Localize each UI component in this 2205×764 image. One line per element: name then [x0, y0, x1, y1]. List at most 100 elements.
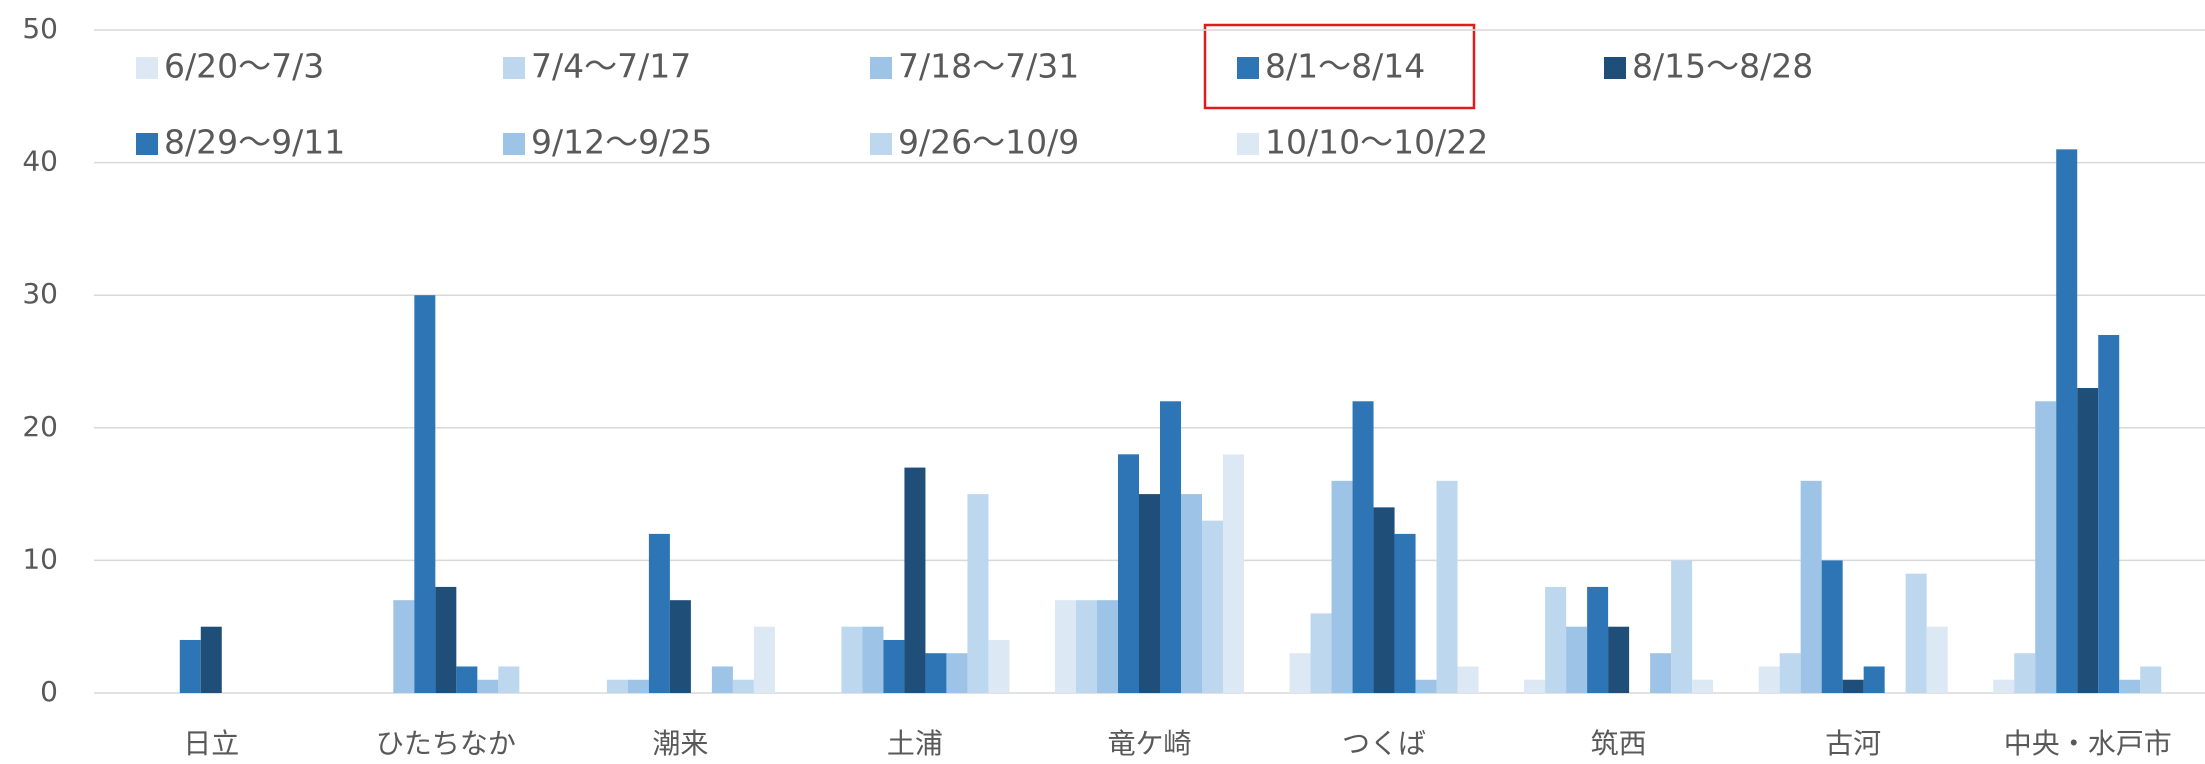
bar	[477, 679, 499, 693]
bar	[1863, 666, 1885, 693]
bar	[393, 600, 415, 693]
bar	[1310, 613, 1332, 693]
bar	[1926, 626, 1948, 693]
bar	[711, 666, 733, 693]
legend-swatch	[136, 133, 158, 155]
x-tick-label: 筑西	[1591, 727, 1647, 760]
bar	[1139, 494, 1160, 693]
bar	[200, 626, 222, 693]
bar	[2014, 653, 2036, 693]
bar	[1800, 480, 1822, 693]
x-tick-label: つくば	[1342, 727, 1426, 760]
y-tick-label: 40	[22, 145, 58, 178]
bar	[648, 533, 670, 693]
bar	[414, 295, 436, 693]
bar	[1223, 454, 1244, 693]
x-tick-label: 土浦	[887, 727, 943, 760]
bar	[498, 666, 520, 693]
legend-label: 10/10〜10/22	[1265, 123, 1488, 162]
bar	[1202, 520, 1223, 693]
bar	[1587, 586, 1609, 693]
legend-swatch	[1237, 133, 1259, 155]
bar	[2056, 149, 2078, 694]
bar	[2077, 388, 2099, 693]
legend-swatch	[870, 133, 892, 155]
legend-label: 9/12〜9/25	[531, 123, 712, 162]
bar	[1692, 679, 1714, 693]
y-tick-label: 30	[22, 277, 58, 310]
y-tick-label: 0	[40, 675, 58, 708]
bar	[1415, 679, 1437, 693]
legend-swatch	[136, 57, 158, 79]
legend-label: 7/4〜7/17	[531, 47, 691, 86]
bar	[1566, 626, 1588, 693]
legend-label: 8/1〜8/14	[1265, 47, 1425, 86]
bar	[904, 467, 926, 693]
bar	[627, 679, 649, 693]
bar	[1118, 454, 1139, 693]
bar	[1373, 507, 1395, 693]
bar	[2140, 666, 2162, 693]
bar	[1457, 666, 1479, 693]
bar	[1650, 653, 1672, 693]
bar	[1289, 653, 1311, 693]
bar	[967, 494, 989, 693]
legend-swatch	[503, 133, 525, 155]
bar	[1779, 653, 1801, 693]
bar	[2119, 679, 2141, 693]
bar	[2035, 401, 2057, 693]
bar	[1436, 480, 1458, 693]
bar	[1821, 560, 1843, 693]
bar	[2098, 334, 2120, 693]
bar	[1331, 480, 1353, 693]
legend-swatch	[870, 57, 892, 79]
bar	[946, 653, 968, 693]
legend-label: 9/26〜10/9	[898, 123, 1079, 162]
legend-swatch	[503, 57, 525, 79]
x-tick-label: 中央・水戸市	[2004, 727, 2172, 760]
bar	[1097, 600, 1118, 693]
x-tick-label: 古河	[1825, 727, 1881, 760]
bar	[883, 639, 905, 693]
bar	[1758, 666, 1780, 693]
bar	[1394, 533, 1416, 693]
bar	[841, 626, 863, 693]
bar	[1905, 573, 1927, 693]
bar	[988, 639, 1010, 693]
x-tick-label: 竜ケ崎	[1107, 727, 1191, 760]
bar	[1993, 679, 2015, 693]
y-tick-label: 10	[22, 542, 58, 575]
bar	[606, 679, 628, 693]
y-tick-label: 50	[22, 12, 58, 45]
bar	[1352, 401, 1374, 693]
bar	[456, 666, 478, 693]
x-tick-label: 潮来	[652, 727, 708, 760]
legend-swatch	[1237, 57, 1259, 79]
bar	[1671, 560, 1693, 693]
bar	[1055, 600, 1076, 693]
bar	[1524, 679, 1546, 693]
legend-label: 6/20〜7/3	[164, 47, 324, 86]
legend-label: 7/18〜7/31	[898, 47, 1079, 86]
bar	[1076, 600, 1097, 693]
bar	[1842, 679, 1864, 693]
bar	[732, 679, 754, 693]
highlight-box	[1203, 23, 1476, 110]
bar	[1545, 586, 1567, 693]
bar	[1181, 494, 1202, 693]
bar	[1608, 626, 1630, 693]
legend-label: 8/15〜8/28	[1632, 47, 1813, 86]
bar	[435, 586, 457, 693]
bar	[862, 626, 884, 693]
y-tick-label: 20	[22, 410, 58, 443]
bar	[753, 626, 775, 693]
bar	[1160, 401, 1181, 693]
legend-label: 8/29〜9/11	[164, 123, 345, 162]
x-tick-label: ひたちなか	[376, 727, 516, 760]
bar	[179, 639, 201, 693]
legend-swatch	[1604, 57, 1626, 79]
x-tick-label: 日立	[183, 727, 239, 760]
bar	[669, 600, 691, 693]
bar	[925, 653, 947, 693]
